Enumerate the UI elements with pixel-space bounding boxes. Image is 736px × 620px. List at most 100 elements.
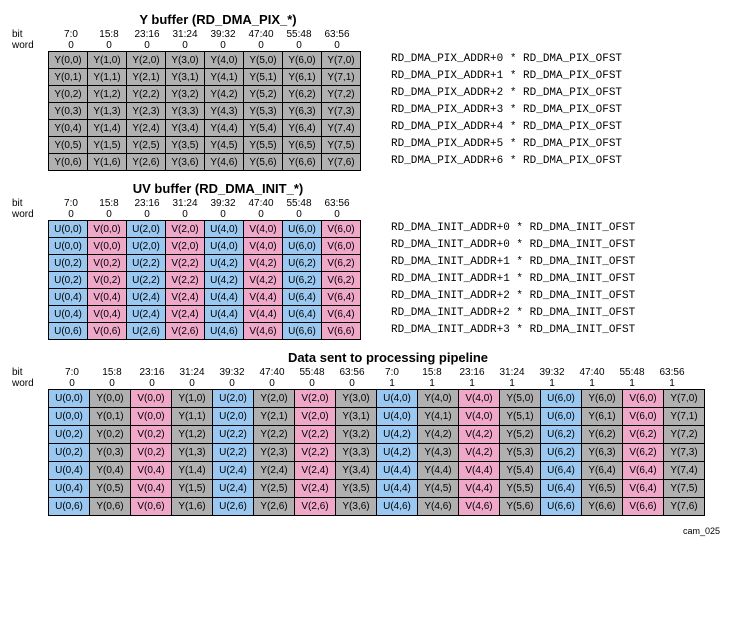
word-header: 1 (572, 378, 612, 389)
y-buffer-table: Y(0,0)Y(1,0)Y(2,0)Y(3,0)Y(4,0)Y(5,0)Y(6,… (48, 51, 361, 171)
data-cell: Y(4,1) (418, 408, 459, 426)
data-cell: V(4,4) (244, 289, 283, 306)
bit-label: bit (8, 29, 52, 40)
data-cell: V(2,6) (295, 498, 336, 516)
data-cell: V(4,4) (459, 462, 500, 480)
data-cell: Y(7,2) (664, 426, 705, 444)
data-cell: U(6,0) (541, 408, 582, 426)
word-header: 0 (132, 378, 172, 389)
data-cell: Y(3,1) (166, 69, 205, 86)
data-cell: V(2,0) (166, 238, 205, 255)
data-cell: U(6,0) (283, 238, 322, 255)
word-label: word (8, 209, 52, 220)
addr-line: RD_DMA_INIT_ADDR+1 * RD_DMA_INIT_OFST (391, 254, 635, 271)
data-cell: Y(2,1) (127, 69, 166, 86)
data-cell: U(2,0) (213, 408, 254, 426)
data-cell: Y(0,6) (90, 498, 131, 516)
data-cell: Y(1,5) (172, 480, 213, 498)
data-cell: V(2,4) (295, 480, 336, 498)
data-cell: U(2,2) (213, 444, 254, 462)
data-cell: Y(7,6) (322, 154, 361, 171)
data-cell: U(0,2) (49, 255, 88, 272)
footer-label: cam_025 (8, 526, 728, 536)
data-cell: U(4,2) (377, 444, 418, 462)
data-cell: U(6,0) (283, 221, 322, 238)
data-cell: U(4,4) (205, 306, 244, 323)
data-cell: Y(2,4) (254, 462, 295, 480)
data-cell: Y(6,5) (582, 480, 623, 498)
data-cell: Y(0,2) (90, 426, 131, 444)
data-cell: Y(0,6) (49, 154, 88, 171)
data-cell: V(0,2) (88, 255, 127, 272)
bit-header: 23:16 (132, 367, 172, 378)
bit-header: 55:48 (612, 367, 652, 378)
data-cell: Y(1,2) (172, 426, 213, 444)
bit-header: 31:24 (166, 29, 204, 40)
data-cell: Y(5,1) (500, 408, 541, 426)
bit-header: 39:32 (532, 367, 572, 378)
table-row: U(0,2)V(0,2)U(2,2)V(2,2)U(4,2)V(4,2)U(6,… (49, 255, 361, 272)
table-row: U(0,0)Y(0,0)V(0,0)Y(1,0)U(2,0)Y(2,0)V(2,… (49, 390, 705, 408)
data-cell: V(4,2) (459, 426, 500, 444)
addr-line: RD_DMA_INIT_ADDR+1 * RD_DMA_INIT_OFST (391, 271, 635, 288)
data-cell: Y(1,1) (88, 69, 127, 86)
table-row: U(0,2)Y(0,2)V(0,2)Y(1,2)U(2,2)Y(2,2)V(2,… (49, 426, 705, 444)
data-cell: Y(1,3) (172, 444, 213, 462)
data-cell: U(4,0) (377, 390, 418, 408)
data-cell: V(4,4) (459, 480, 500, 498)
data-cell: Y(4,5) (205, 137, 244, 154)
data-cell: Y(4,5) (418, 480, 459, 498)
data-cell: Y(2,0) (254, 390, 295, 408)
word-label: word (8, 40, 52, 51)
data-cell: U(0,0) (49, 408, 90, 426)
data-cell: Y(4,6) (205, 154, 244, 171)
table-row: Y(0,6)Y(1,6)Y(2,6)Y(3,6)Y(4,6)Y(5,6)Y(6,… (49, 154, 361, 171)
data-cell: V(0,0) (131, 408, 172, 426)
data-cell: Y(4,0) (418, 390, 459, 408)
word-header: 0 (166, 40, 204, 51)
data-cell: V(0,4) (131, 480, 172, 498)
data-cell: Y(4,4) (418, 462, 459, 480)
data-cell: U(6,4) (283, 306, 322, 323)
data-cell: U(2,6) (127, 323, 166, 340)
data-cell: Y(3,3) (166, 103, 205, 120)
word-header: 0 (318, 40, 356, 51)
data-cell: Y(3,6) (166, 154, 205, 171)
data-cell: Y(7,6) (664, 498, 705, 516)
word-header: 0 (52, 40, 90, 51)
data-cell: U(6,4) (283, 289, 322, 306)
data-cell: V(6,2) (322, 272, 361, 289)
data-cell: Y(4,3) (205, 103, 244, 120)
bit-header: 55:48 (292, 367, 332, 378)
data-cell: V(2,4) (295, 462, 336, 480)
word-header: 1 (452, 378, 492, 389)
data-cell: U(6,6) (283, 323, 322, 340)
table-row: U(0,2)Y(0,3)V(0,2)Y(1,3)U(2,2)Y(2,3)V(2,… (49, 444, 705, 462)
data-cell: U(0,0) (49, 238, 88, 255)
data-cell: Y(5,3) (244, 103, 283, 120)
word-header: 0 (332, 378, 372, 389)
data-cell: Y(2,3) (254, 444, 295, 462)
data-cell: U(0,2) (49, 426, 90, 444)
table-row: U(0,4)Y(0,5)V(0,4)Y(1,5)U(2,4)Y(2,5)V(2,… (49, 480, 705, 498)
word-header: 0 (212, 378, 252, 389)
data-cell: V(0,0) (88, 221, 127, 238)
data-cell: Y(1,4) (88, 120, 127, 137)
data-cell: V(0,0) (88, 238, 127, 255)
data-cell: V(2,0) (295, 408, 336, 426)
data-cell: U(4,2) (205, 272, 244, 289)
data-cell: V(4,0) (459, 390, 500, 408)
data-cell: Y(7,1) (664, 408, 705, 426)
data-cell: U(6,4) (541, 462, 582, 480)
data-cell: Y(7,0) (664, 390, 705, 408)
bit-header: 47:40 (252, 367, 292, 378)
pipeline-title: Data sent to processing pipeline (48, 350, 728, 365)
data-cell: Y(0,4) (49, 120, 88, 137)
bit-header: 63:56 (332, 367, 372, 378)
data-cell: Y(6,6) (582, 498, 623, 516)
word-header: 0 (92, 378, 132, 389)
addr-line: RD_DMA_INIT_ADDR+0 * RD_DMA_INIT_OFST (391, 220, 635, 237)
data-cell: U(2,6) (213, 498, 254, 516)
data-cell: U(0,4) (49, 306, 88, 323)
table-row: U(0,0)V(0,0)U(2,0)V(2,0)U(4,0)V(4,0)U(6,… (49, 221, 361, 238)
